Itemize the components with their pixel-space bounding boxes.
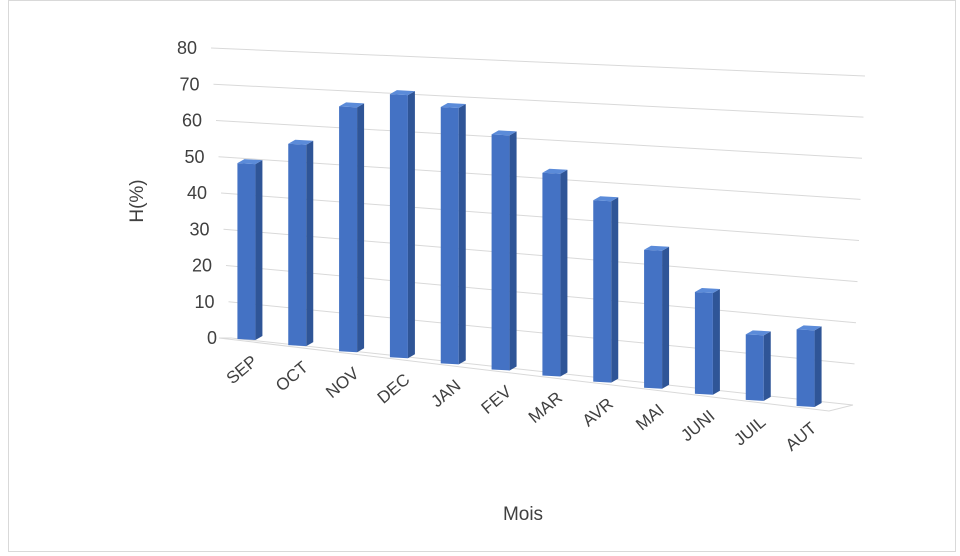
gridline — [213, 83, 864, 118]
bar-front — [694, 291, 713, 395]
bar-front — [542, 172, 561, 377]
x-tick-label: FEV — [478, 382, 516, 418]
bar-front — [237, 163, 256, 341]
bar-side — [357, 103, 365, 353]
x-tick-label: OCT — [272, 358, 312, 396]
bar-side — [458, 103, 466, 365]
bar-side — [712, 288, 720, 395]
y-tick-label: 0 — [207, 328, 217, 348]
y-tick-label: 50 — [184, 147, 204, 167]
bar-side — [560, 169, 568, 377]
x-tick-label: JUNI — [677, 406, 718, 445]
y-tick-label: 80 — [177, 38, 197, 58]
bar-top — [796, 325, 822, 331]
bar-front — [288, 143, 307, 347]
bars — [237, 90, 822, 407]
bar-sep — [237, 159, 263, 341]
y-tick-label: 70 — [179, 74, 199, 94]
y-tick-label: 20 — [192, 256, 212, 276]
bar-top — [288, 139, 314, 145]
bar-oct — [288, 139, 314, 347]
bar-top — [542, 168, 568, 174]
gridlines — [210, 47, 866, 412]
x-tick-label: JUIL — [730, 412, 769, 449]
bar-fev — [491, 130, 517, 371]
bar-mai — [644, 245, 670, 389]
bar-front — [796, 329, 815, 407]
bar-top — [339, 102, 365, 108]
bar-nov — [339, 102, 365, 353]
bar-top — [593, 196, 619, 202]
bar-top — [491, 130, 517, 136]
x-tick-label: JAN — [427, 376, 464, 411]
y-tick-label: 10 — [194, 292, 214, 312]
x-tick-label: AUT — [782, 418, 820, 454]
bar-side — [611, 197, 619, 383]
bar-jan — [440, 102, 466, 365]
gridline — [215, 120, 863, 159]
bar-front — [440, 106, 459, 365]
bar-avr — [593, 196, 619, 383]
bar-side — [662, 246, 670, 389]
gridline — [225, 265, 857, 324]
bar-front — [491, 134, 510, 371]
x-tick-label: DEC — [374, 370, 414, 408]
x-tick-label: NOV — [322, 363, 363, 402]
chart-frame: 0 10 20 30 40 50 60 70 80 SEP OCT NOV DEC JAN FEV MAR A… — [8, 0, 956, 552]
bar-top — [389, 90, 415, 96]
bar-dec — [389, 90, 415, 359]
gridline — [218, 156, 861, 200]
x-tick-label: AVR — [579, 394, 617, 430]
bar-side — [407, 91, 415, 359]
bar-front — [593, 200, 612, 383]
bar-top — [745, 330, 771, 336]
bar-side — [814, 326, 822, 407]
gridline — [210, 47, 866, 77]
bar-side — [763, 331, 771, 401]
bar-aut — [796, 325, 822, 407]
y-tick-label: 30 — [189, 219, 209, 239]
y-axis-title: H(%) — [127, 179, 148, 222]
y-tick-labels: 0 10 20 30 40 50 60 70 80 — [177, 38, 217, 348]
bar-top — [440, 102, 466, 108]
x-tick-label: MAI — [632, 400, 667, 434]
y-tick-label: 40 — [187, 183, 207, 203]
x-tick-label: MAR — [525, 388, 566, 427]
bar-juni — [694, 287, 720, 395]
bar-top — [644, 245, 670, 251]
bar-mar — [542, 168, 568, 377]
x-axis-title: Mois — [503, 504, 543, 525]
bar-top — [237, 159, 263, 165]
x-tick-labels: SEP OCT NOV DEC JAN FEV MAR AVR MAI JUNI JUIL AUT — [223, 352, 820, 455]
bar-chart: 0 10 20 30 40 50 60 70 80 SEP OCT NOV DEC JAN FEV MAR A… — [127, 38, 866, 525]
bar-juil — [745, 330, 771, 401]
bar-side — [255, 160, 263, 341]
floor-outline — [218, 337, 854, 412]
bar-front — [339, 106, 358, 353]
y-tick-label: 60 — [182, 111, 202, 131]
bar-side — [306, 140, 314, 347]
bar-front — [745, 334, 764, 401]
bar-front — [389, 94, 408, 359]
gridline — [220, 192, 860, 241]
gridline — [223, 228, 858, 283]
bar-top — [694, 287, 720, 293]
bar-side — [509, 131, 517, 371]
bar-front — [644, 249, 663, 389]
x-tick-label: SEP — [223, 352, 261, 388]
